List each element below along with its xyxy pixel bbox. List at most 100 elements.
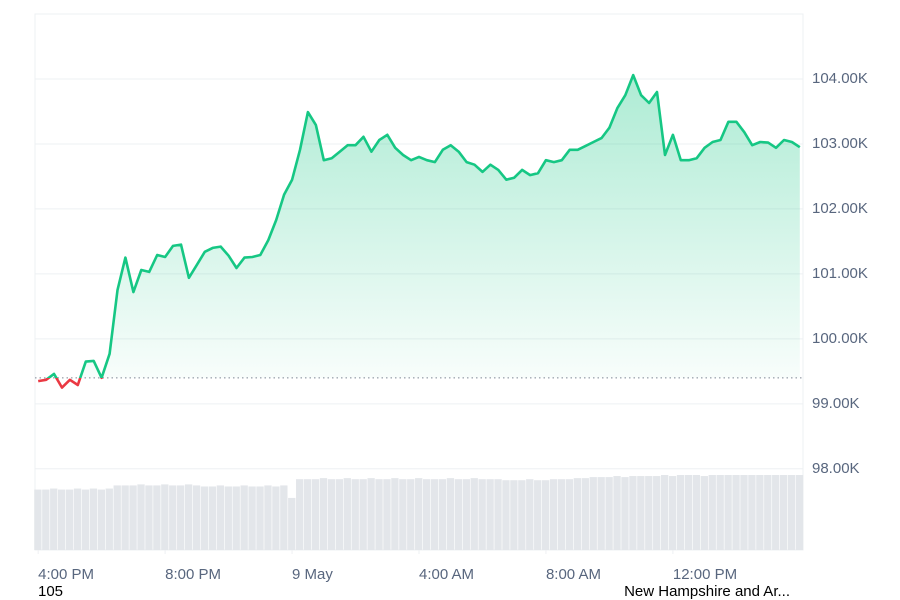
volume-bar xyxy=(549,479,558,550)
y-tick-label: 102.00K xyxy=(812,200,868,217)
volume-bar xyxy=(303,479,312,550)
volume-bar xyxy=(621,477,629,550)
volume-bar xyxy=(42,489,50,550)
volume-bar xyxy=(708,475,716,550)
volume-bar xyxy=(359,479,367,550)
volume-bar xyxy=(438,479,447,550)
volume-bar xyxy=(248,486,256,550)
volume-bar xyxy=(534,480,542,550)
y-tick-label: 104.00K xyxy=(812,70,868,87)
volume-bar xyxy=(153,485,161,550)
volume-bar xyxy=(597,477,605,550)
volume-bar xyxy=(208,486,217,550)
volume-bar xyxy=(676,475,685,550)
volume-bar xyxy=(764,475,772,550)
volume-bar xyxy=(645,476,653,550)
volume-bar xyxy=(105,488,113,550)
volume-bar xyxy=(200,486,209,550)
volume-bar xyxy=(216,485,225,550)
volume-bar xyxy=(700,476,708,550)
x-tick-label: 4:00 PM xyxy=(38,566,94,583)
volume-bar xyxy=(756,475,764,550)
volume-bar xyxy=(541,480,550,550)
volume-bar xyxy=(177,485,185,550)
volume-bar xyxy=(367,478,375,550)
volume-bar xyxy=(565,479,574,550)
x-tick-label: 12:00 PM xyxy=(673,566,737,583)
volume-bar xyxy=(446,478,455,550)
x-tick-label: 9 May xyxy=(292,566,333,583)
volume-bar xyxy=(795,475,804,550)
volume-bar xyxy=(335,479,344,550)
volume-bar xyxy=(319,478,328,550)
volume-bar xyxy=(184,484,193,550)
volume-bar xyxy=(161,484,169,550)
volume-bar xyxy=(383,479,391,550)
volume-bar xyxy=(256,486,264,550)
volume-bar xyxy=(232,486,240,550)
volume-bar xyxy=(605,477,613,550)
price-line xyxy=(37,73,801,389)
volume-bar xyxy=(518,480,526,550)
volume-bar xyxy=(375,479,383,550)
volume-bar xyxy=(510,480,518,550)
y-tick-label: 99.00K xyxy=(812,395,860,412)
volume-bar xyxy=(65,489,74,550)
volume-bar xyxy=(787,475,796,550)
volume-bar xyxy=(589,477,597,550)
y-tick-label: 103.00K xyxy=(812,135,868,152)
volume-bar xyxy=(50,488,58,550)
volume-bar xyxy=(129,485,137,550)
volume-bar xyxy=(97,489,106,550)
volume-bar xyxy=(264,485,272,550)
volume-bar xyxy=(280,485,288,550)
volume-bar xyxy=(684,475,693,550)
volume-bar xyxy=(58,489,66,550)
volume-bar xyxy=(716,475,724,550)
volume-bar xyxy=(73,488,82,550)
volume-bar xyxy=(613,476,621,550)
volume-bar xyxy=(422,479,431,550)
volume-bar xyxy=(557,479,566,550)
price-area xyxy=(38,75,800,378)
x-tick-label: 4:00 AM xyxy=(419,566,474,583)
volume-bar xyxy=(240,485,248,550)
volume-bar xyxy=(391,478,399,550)
volume-bar xyxy=(89,488,98,550)
y-tick-label: 98.00K xyxy=(812,460,860,477)
x-tick-label: 8:00 PM xyxy=(165,566,221,583)
y-tick-label: 101.00K xyxy=(812,265,868,282)
volume-bar xyxy=(343,478,351,550)
footer-left: 105 xyxy=(38,583,63,600)
volume-bar xyxy=(478,479,486,550)
volume-bar xyxy=(407,479,415,550)
volume-bar xyxy=(724,475,732,550)
volume-bar xyxy=(692,475,701,550)
volume-bar xyxy=(192,485,201,550)
volume-bar xyxy=(494,479,502,550)
volume-bar xyxy=(748,475,756,550)
volume-bar xyxy=(502,480,510,550)
x-tick-label: 8:00 AM xyxy=(546,566,601,583)
volume-bar xyxy=(668,476,677,550)
volume-bar xyxy=(573,478,582,550)
volume-bar xyxy=(581,478,589,550)
volume-bar xyxy=(272,486,280,550)
volume-bar xyxy=(486,479,494,550)
volume-bar xyxy=(772,475,780,550)
volume-bar xyxy=(137,484,145,550)
volume-bar xyxy=(113,485,121,550)
volume-bar xyxy=(732,475,740,550)
volume-bar xyxy=(660,475,669,550)
volume-bar xyxy=(327,479,336,550)
volume-bar xyxy=(637,476,645,550)
volume-bar xyxy=(121,485,129,550)
volume-bar xyxy=(462,479,470,550)
volume-bar xyxy=(629,476,637,550)
volume-bar xyxy=(430,479,439,550)
volume-bar xyxy=(288,497,296,550)
volume-bar xyxy=(145,485,153,550)
volume-bar xyxy=(224,486,232,550)
y-tick-label: 100.00K xyxy=(812,330,868,347)
